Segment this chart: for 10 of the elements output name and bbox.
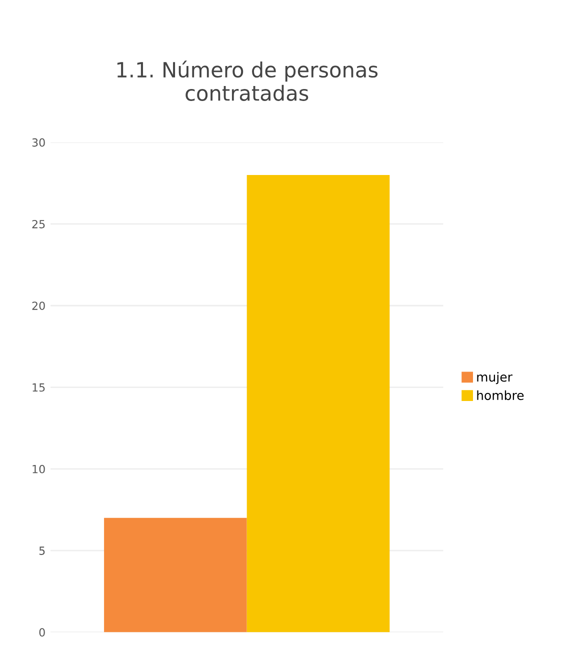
y-tick-label: 20 <box>32 302 45 310</box>
y-tick-label: 0 <box>39 628 45 637</box>
legend-label: mujer <box>477 372 512 384</box>
y-tick-label: 5 <box>39 546 45 555</box>
y-tick-label: 10 <box>32 464 45 474</box>
legend-label: hombre <box>477 390 524 400</box>
chart-title: 1.1. Número de personas contratadas <box>117 60 378 101</box>
y-tick-label: 15 <box>32 383 45 392</box>
y-tick-label: 30 <box>32 138 45 147</box>
y-tick-label: 25 <box>32 220 45 228</box>
